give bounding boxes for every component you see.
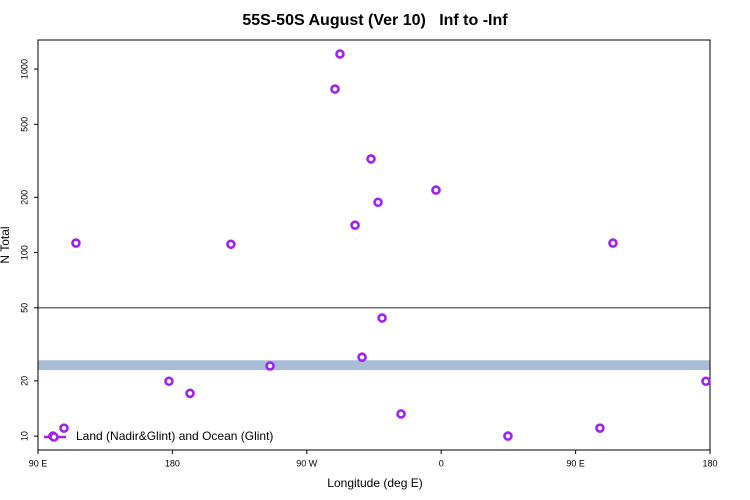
x-axis-label: Longitude (deg E) [327,476,422,490]
y-tick-label: 20 [19,376,29,386]
x-tick-label: 180 [165,458,180,468]
point [701,376,711,387]
legend-text: Land (Nadir&Glint) and Ocean (Glint) [76,429,273,443]
point [366,154,376,164]
chart-title: 55S-50S August (Ver 10) Inf to -Inf [242,12,508,29]
point [226,239,236,250]
x-tick-label: 90 E [566,458,585,468]
x-tick-label: 180 [702,458,717,468]
point [71,238,81,248]
point [330,84,340,94]
point [335,49,345,59]
point [595,423,605,433]
y-tick-label: 100 [19,245,29,260]
point [265,361,275,371]
point [350,220,360,230]
point [373,197,383,208]
y-tick-label: 200 [19,190,29,205]
plot-frame [37,39,711,451]
point [503,431,513,441]
point [357,352,367,363]
point [377,313,387,323]
y-tick-label: 1000 [19,59,29,79]
band [38,360,710,371]
point [396,409,406,419]
point [185,388,195,399]
x-tick-label: 0 [439,458,444,468]
point [431,185,441,195]
y-axis-label: N Total [0,226,12,263]
y-tick-label: 50 [19,303,29,313]
point [608,238,618,248]
x-tick-label: 90 W [296,458,318,468]
point [164,376,174,387]
y-tick-label: 500 [19,117,29,132]
point [59,423,69,433]
x-tick-label: 90 E [29,458,48,468]
legend-marker [49,432,59,442]
y-tick-label: 10 [19,431,29,441]
